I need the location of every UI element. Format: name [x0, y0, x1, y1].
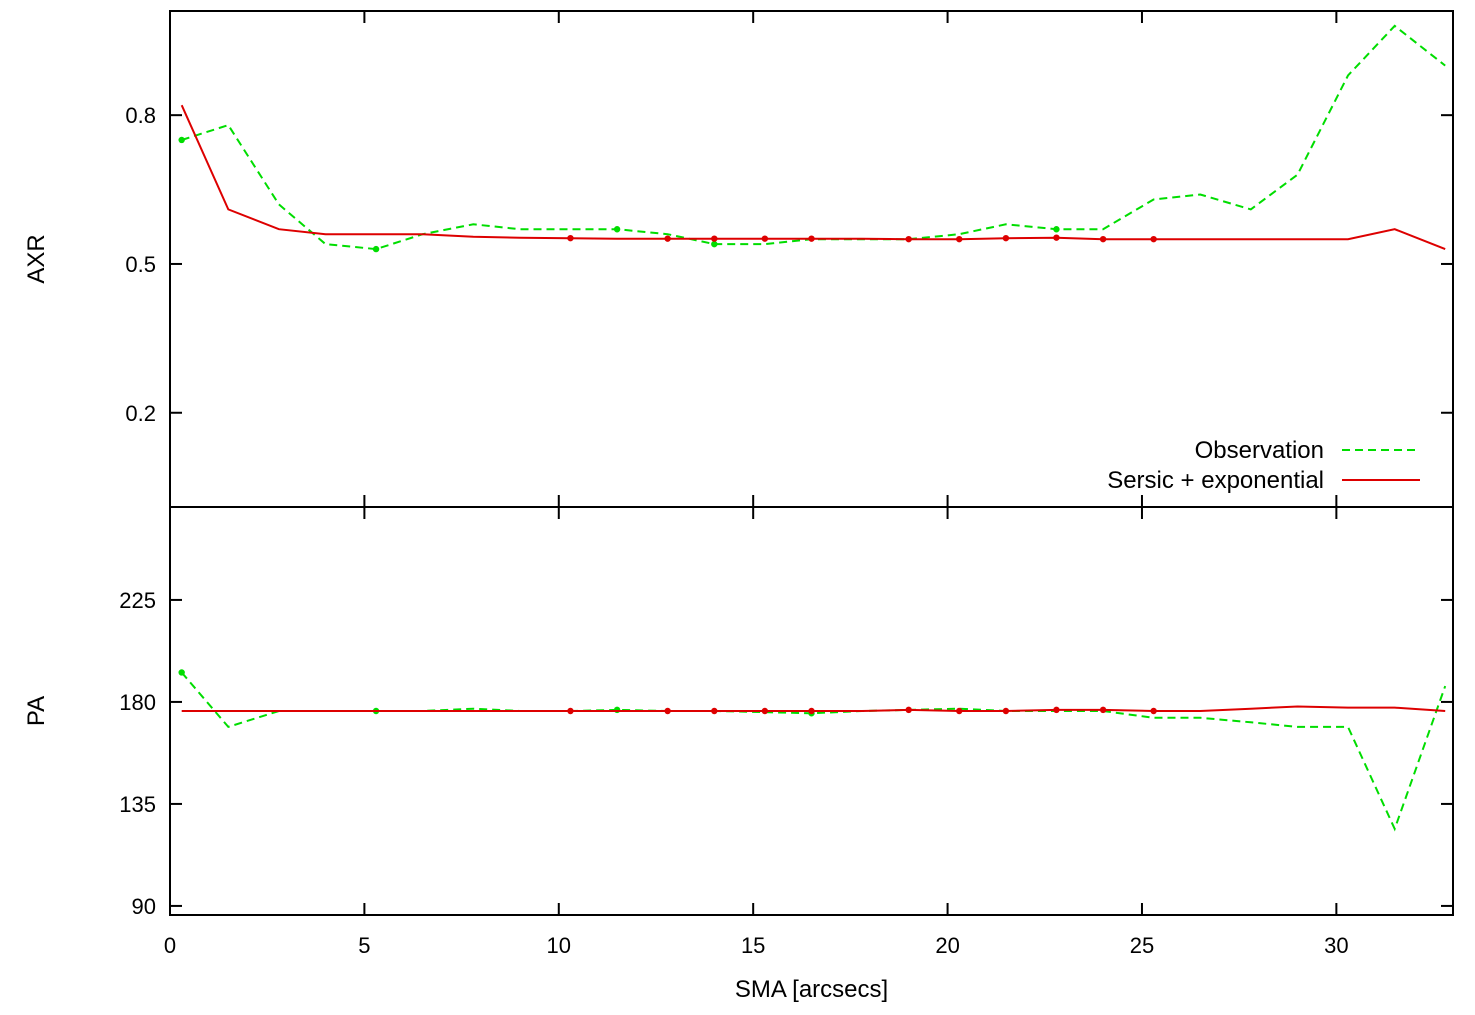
- model-point: [956, 707, 963, 715]
- model-point: [567, 707, 574, 715]
- observation-point: [372, 245, 380, 253]
- model-point: [808, 707, 815, 715]
- y-tick-label: 180: [119, 690, 156, 715]
- x-tick-label: 20: [935, 933, 959, 958]
- legend-observation-label: Observation: [1195, 437, 1324, 464]
- y-tick-label: 0.8: [125, 103, 156, 128]
- model-point: [1002, 234, 1010, 242]
- model-point: [1150, 707, 1157, 715]
- model-point: [905, 235, 912, 243]
- y-axis-title-axr: AXR: [23, 234, 50, 283]
- x-tick-label: 25: [1130, 933, 1154, 958]
- legend-model-label: Sersic + exponential: [1107, 467, 1324, 494]
- axes-text-layer: 0.2 0.5 0.8 AXR 90 135 180 225 PA 0 5 10 15 20 25 30 SMA…: [23, 103, 1349, 1003]
- model-point: [711, 235, 718, 242]
- x-tick-label: 0: [164, 933, 176, 958]
- model-point: [905, 706, 912, 714]
- observation-point: [1053, 226, 1060, 233]
- axes-frame-layer: [169, 10, 1454, 916]
- observation-line-pa: [180, 671, 1447, 832]
- y-axis-title-pa: PA: [23, 696, 50, 726]
- model-point: [761, 707, 769, 715]
- model-point: [808, 235, 815, 242]
- y-tick-label: 135: [119, 792, 156, 817]
- x-tick-label: 15: [741, 933, 765, 958]
- observation-line-axr: [181, 24, 1446, 251]
- model-point: [1053, 706, 1060, 714]
- observation-point: [711, 240, 718, 248]
- observation-point: [178, 136, 185, 144]
- model-line-axr: [180, 104, 1446, 251]
- x-tick-label: 30: [1324, 933, 1348, 958]
- x-tick-label: 5: [358, 933, 370, 958]
- model-point: [567, 234, 574, 242]
- model-point: [1150, 235, 1157, 243]
- observation-point: [613, 706, 621, 714]
- observation-point: [613, 226, 621, 233]
- y-tick-label: 0.2: [125, 401, 156, 426]
- x-tick-label: 10: [547, 933, 571, 958]
- panel-frame-pa: [169, 506, 1454, 916]
- model-point: [664, 235, 671, 242]
- model-point: [761, 235, 769, 242]
- y-tick-label: 90: [132, 894, 156, 919]
- model-point: [1053, 234, 1060, 241]
- y-tick-label: 0.5: [125, 252, 156, 277]
- y-tick-label: 225: [119, 588, 156, 613]
- model-point: [664, 707, 671, 715]
- model-point: [1099, 706, 1107, 714]
- observation-point: [178, 669, 185, 676]
- model-point: [711, 707, 718, 715]
- model-point: [956, 235, 963, 243]
- model-point: [1099, 235, 1107, 243]
- panel-frame-axr: [169, 10, 1454, 508]
- legend: Observation Sersic + exponential: [1107, 437, 1420, 494]
- model-point: [1002, 707, 1010, 715]
- x-axis-title: SMA [arcsecs]: [735, 976, 888, 1003]
- data-series-layer: [178, 24, 1447, 832]
